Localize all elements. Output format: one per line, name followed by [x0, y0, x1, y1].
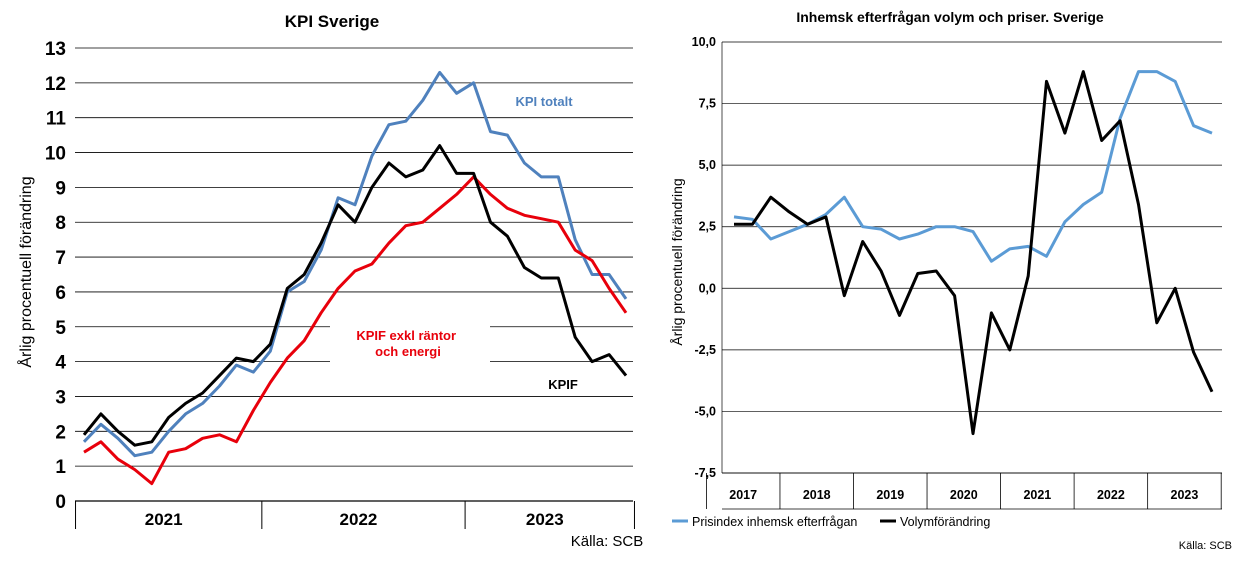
- legend-volym-label: Volymförändring: [900, 515, 990, 529]
- kpi-y-tick-label: 3: [55, 387, 66, 408]
- kpif-label: KPIF: [548, 377, 578, 392]
- kpi-chart: KPI Sverige Årlig procentuell förändring…: [16, 12, 643, 550]
- demand-y-tick-label: 7,5: [699, 97, 716, 111]
- kpi-y-tick-label: 12: [45, 74, 66, 95]
- kpi-year-label: 2022: [340, 510, 378, 529]
- kpi-y-tick-label: 0: [55, 492, 66, 513]
- demand-chart-series: [733, 70, 1214, 436]
- kpi-y-tick-label: 1: [55, 457, 66, 478]
- demand-y-tick-label: 5,0: [699, 158, 716, 172]
- kpi-y-tick-label: 11: [46, 109, 67, 130]
- kpi-series-line-1: [83, 175, 628, 486]
- kpi-series-line-2: [82, 144, 628, 447]
- demand-y-tick-label: -2,5: [694, 343, 716, 357]
- kpif-exkl-label-bg: [330, 322, 490, 364]
- kpif-exkl-label-line-2: och energi: [375, 344, 441, 359]
- demand-chart-ylabel: Årlig procentuell förändring: [669, 178, 685, 345]
- kpi-y-tick-label: 5: [55, 318, 66, 339]
- kpi-year-label: 2021: [145, 510, 183, 529]
- kpi-y-tick-label: 6: [55, 283, 66, 304]
- demand-year-label: 2018: [803, 488, 831, 502]
- demand-year-label: 2021: [1023, 488, 1051, 502]
- kpi-y-tick-label: 9: [55, 178, 66, 199]
- demand-y-tick-label: -5,0: [694, 404, 716, 418]
- demand-chart: Inhemsk efterfrågan volym och priser. Sv…: [669, 9, 1232, 552]
- demand-chart-year-labels: 2017 2018 2019 2020 2021 2022 2023: [706, 472, 1222, 510]
- demand-y-tick-label: 10,0: [692, 35, 716, 49]
- kpi-y-tick-label: 7: [55, 248, 66, 269]
- demand-year-label: 2017: [729, 488, 757, 502]
- demand-y-tick-label: 2,5: [699, 220, 716, 234]
- demand-y-tick-label: -7,5: [694, 466, 716, 480]
- demand-year-label: 2022: [1097, 488, 1125, 502]
- kpi-year-label: 2023: [526, 510, 564, 529]
- demand-year-label: 2020: [950, 488, 978, 502]
- demand-year-label: 2019: [876, 488, 904, 502]
- kpi-chart-source: Källa: SCB: [571, 533, 644, 550]
- kpi-totalt-label-bg: [505, 88, 595, 114]
- demand-series-line-1: [734, 70, 1214, 436]
- kpi-chart-series: [82, 70, 628, 486]
- kpi-chart-title: KPI Sverige: [285, 12, 380, 31]
- demand-chart-y-ticks: -7,5 -5,0 -2,5 0,0 2,5 5,0 7,5 10,0: [692, 35, 716, 480]
- demand-y-tick-label: 0,0: [699, 281, 716, 295]
- demand-series-line-0: [733, 70, 1213, 263]
- kpi-chart-ylabel: Årlig procentuell förändring: [16, 176, 35, 367]
- kpi-series-line-0: [82, 70, 628, 458]
- kpif-exkl-label-line-1: KPIF exkl räntor: [356, 328, 456, 343]
- kpi-totalt-label: KPI totalt: [515, 94, 573, 109]
- kpi-chart-year-labels: 2021 2022 2023: [75, 501, 635, 529]
- kpi-y-tick-label: 10: [45, 144, 66, 165]
- kpi-y-tick-label: 8: [55, 213, 66, 234]
- demand-chart-title: Inhemsk efterfrågan volym och priser. Sv…: [796, 9, 1104, 25]
- kpi-y-tick-label: 2: [55, 422, 66, 443]
- kpi-y-tick-label: 13: [45, 39, 66, 60]
- legend-prisindex-label: Prisindex inhemsk efterfrågan: [692, 515, 857, 529]
- demand-chart-legend: Prisindex inhemsk efterfrågan Volymförän…: [672, 515, 990, 529]
- kpi-y-tick-label: 4: [55, 353, 66, 374]
- demand-year-label: 2023: [1171, 488, 1199, 502]
- demand-chart-source: Källa: SCB: [1179, 540, 1232, 552]
- kpif-exkl-label: KPIF exkl räntor och energi: [356, 328, 459, 359]
